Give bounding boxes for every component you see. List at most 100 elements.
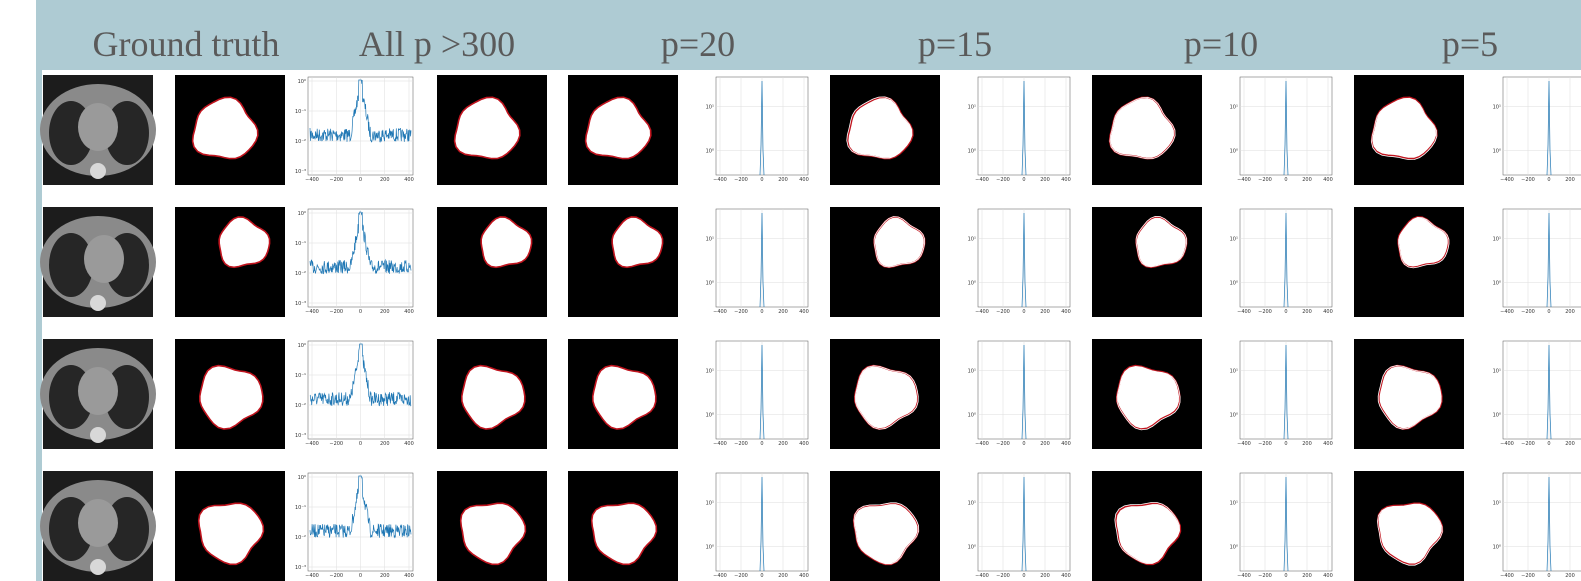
mask-image	[830, 75, 940, 185]
x-tick-label: 400	[1323, 309, 1333, 315]
y-tick-label: 10¹	[1493, 236, 1501, 242]
mask-image	[437, 471, 547, 581]
spectrum-plot: −400−200020040010¹10⁰	[1493, 473, 1581, 579]
x-tick-label: −400	[1500, 177, 1514, 183]
x-tick-label: −400	[1237, 573, 1251, 579]
x-tick-label: 0	[1022, 573, 1025, 579]
left-strip	[36, 70, 42, 581]
x-tick-label: −400	[975, 309, 989, 315]
y-tick-label: 10¹	[968, 104, 976, 110]
x-tick-label: 400	[404, 309, 414, 315]
x-tick-label: 200	[1302, 309, 1312, 315]
mask-image	[437, 75, 547, 185]
ct-spine	[90, 295, 106, 311]
ct-image	[40, 339, 156, 449]
x-tick-label: 400	[1061, 441, 1071, 447]
ct-heart	[78, 499, 118, 547]
spectrum-plot: −400−200020040010¹10⁰	[1230, 473, 1333, 579]
y-tick-label: 10¹	[706, 368, 714, 374]
y-tick-label: 10⁰	[1230, 281, 1238, 287]
ct-heart	[84, 235, 124, 283]
column-header: p=15	[918, 24, 992, 64]
y-tick-label: 10⁰	[968, 413, 976, 419]
x-tick-label: 0	[1022, 177, 1025, 183]
ct-image	[40, 75, 156, 185]
x-tick-label: 0	[1022, 441, 1025, 447]
x-tick-label: 200	[1040, 573, 1050, 579]
y-tick-label: 10⁻²	[295, 535, 306, 541]
x-tick-label: −400	[305, 441, 319, 447]
x-tick-label: 400	[799, 177, 809, 183]
x-tick-label: −400	[1500, 573, 1514, 579]
x-tick-label: 0	[1284, 309, 1287, 315]
y-tick-label: 10¹	[706, 500, 714, 506]
y-tick-label: 10⁰	[706, 149, 714, 155]
y-tick-label: 10¹	[968, 368, 976, 374]
x-tick-label: 0	[1284, 573, 1287, 579]
y-tick-label: 10⁻³	[295, 433, 306, 439]
y-tick-label: 10¹	[706, 104, 714, 110]
y-tick-label: 10⁰	[298, 211, 306, 217]
mask-image	[1092, 207, 1202, 317]
x-tick-label: 200	[1565, 441, 1575, 447]
x-tick-label: −400	[713, 177, 727, 183]
mask-image	[1354, 75, 1464, 185]
x-tick-label: 400	[404, 573, 414, 579]
x-tick-label: 400	[1061, 573, 1071, 579]
y-tick-label: 10⁰	[968, 149, 976, 155]
column-header: p=5	[1442, 24, 1498, 64]
mask-image	[1354, 339, 1464, 449]
y-tick-label: 10¹	[706, 236, 714, 242]
y-tick-label: 10⁰	[1230, 149, 1238, 155]
mask-image	[175, 339, 285, 449]
spectrum-plot: −400−200020040010¹10⁰	[968, 209, 1071, 315]
x-tick-label: −200	[1258, 441, 1272, 447]
x-tick-label: −200	[1521, 177, 1535, 183]
x-tick-label: 400	[1061, 177, 1071, 183]
x-tick-label: −400	[1500, 309, 1514, 315]
x-tick-label: 200	[1302, 441, 1312, 447]
x-tick-label: −400	[975, 177, 989, 183]
y-tick-label: 10⁰	[1493, 149, 1501, 155]
ct-spine	[90, 163, 106, 179]
x-tick-label: 0	[760, 309, 763, 315]
mask-image	[175, 75, 285, 185]
x-tick-label: 400	[404, 177, 414, 183]
y-tick-label: 10¹	[1230, 500, 1238, 506]
column-header: Ground truth	[93, 24, 280, 64]
y-tick-label: 10⁰	[968, 545, 976, 551]
mask-image	[175, 207, 285, 317]
ct-spine	[90, 427, 106, 443]
x-tick-label: 400	[799, 309, 809, 315]
x-tick-label: 200	[1040, 177, 1050, 183]
x-tick-label: 200	[380, 441, 390, 447]
column-header: p=10	[1184, 24, 1258, 64]
y-tick-label: 10¹	[1230, 368, 1238, 374]
x-tick-label: 0	[760, 177, 763, 183]
x-tick-label: −200	[1521, 441, 1535, 447]
figure: Ground truthAll p >300p=20p=15p=10p=5−40…	[0, 0, 1581, 581]
x-tick-label: −400	[1237, 177, 1251, 183]
x-tick-label: −200	[734, 309, 748, 315]
x-tick-label: 200	[778, 573, 788, 579]
x-tick-label: −400	[1237, 309, 1251, 315]
x-tick-label: −400	[1237, 441, 1251, 447]
x-tick-label: −200	[1521, 309, 1535, 315]
plot-frame	[1503, 341, 1581, 439]
x-tick-label: 0	[1547, 573, 1550, 579]
plot-frame	[1503, 209, 1581, 307]
x-tick-label: −400	[713, 309, 727, 315]
x-tick-label: 200	[1565, 177, 1575, 183]
x-tick-label: 0	[359, 309, 362, 315]
y-tick-label: 10¹	[1230, 104, 1238, 110]
x-tick-label: −400	[305, 309, 319, 315]
x-tick-label: −200	[329, 177, 343, 183]
mask-image	[1092, 75, 1202, 185]
x-tick-label: −200	[996, 309, 1010, 315]
y-tick-label: 10⁻²	[295, 271, 306, 277]
ct-heart	[78, 103, 118, 151]
spectrum-plot: −400−200020040010¹10⁰	[968, 341, 1071, 447]
x-tick-label: −200	[734, 573, 748, 579]
